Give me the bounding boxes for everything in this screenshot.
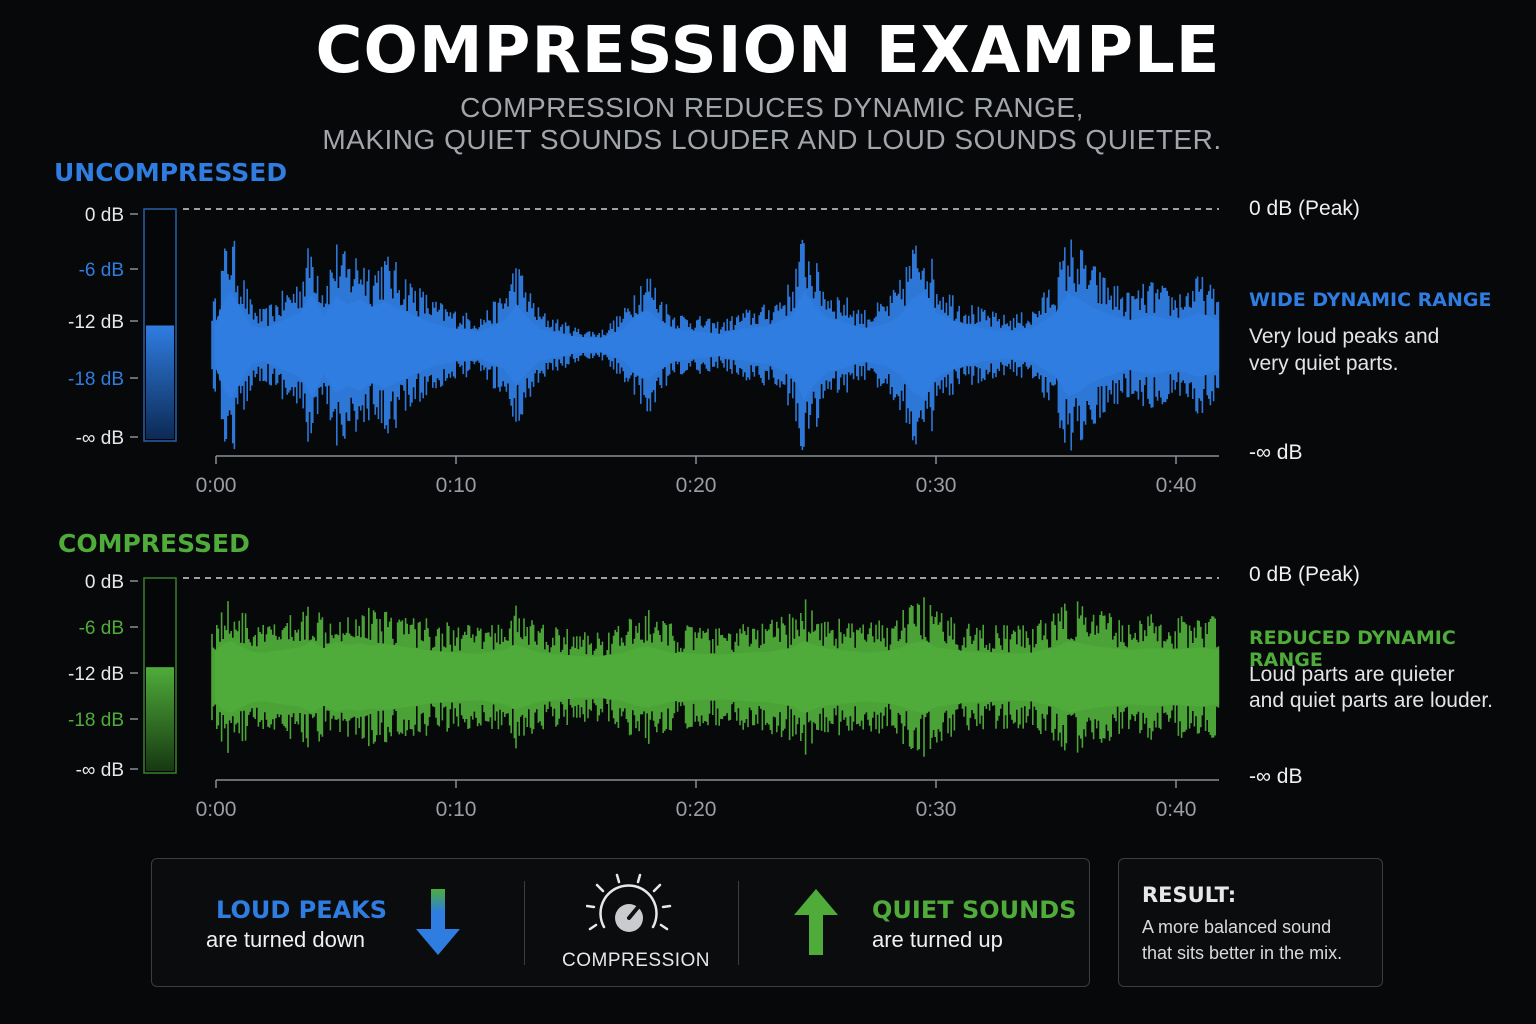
compressed-xtick-label: 0:30 (916, 798, 957, 821)
subtitle-line-1: COMPRESSION REDUCES DYNAMIC RANGE, (460, 92, 1084, 123)
uncompressed-chart: 0 dB -6 dB -12 dB -18 dB -∞ dB 0:00 0:10 0:20 0:… (68, 205, 1220, 497)
compressed-peak-label: 0 dB (Peak) (1249, 563, 1360, 586)
uncompressed-level-meter-fill (146, 325, 174, 439)
knob-label: COMPRESSION (562, 950, 711, 971)
uncompressed-ytick-label: -18 dB (68, 369, 124, 390)
uncompressed-waveform-core (214, 291, 1220, 399)
uncompressed-annotation-line-1: Very loud peaks and (1249, 325, 1440, 348)
compressed-xtick-label: 0:20 (676, 798, 717, 821)
compressed-xtick-label: 0:40 (1156, 798, 1197, 821)
arrow-up-icon (794, 889, 838, 955)
uncompressed-ytick-label: -6 dB (79, 260, 124, 281)
compressed-annotation-line-1: Loud parts are quieter (1249, 663, 1455, 686)
loud-peaks-sub: are turned down (206, 927, 365, 952)
compressed-waveform-core (214, 641, 1220, 713)
compressed-chart: 0 dB -6 dB -12 dB -18 dB -∞ dB 0:00 0:10 0:20 0:… (68, 572, 1220, 821)
subtitle-line-2: MAKING QUIET SOUNDS LOUDER AND LOUD SOUN… (322, 124, 1222, 155)
compression-knob-icon (586, 873, 672, 932)
result-heading: RESULT: (1142, 883, 1237, 907)
uncompressed-label: UNCOMPRESSED (54, 158, 288, 187)
compressed-annotation-line-2: and quiet parts are louder. (1249, 689, 1494, 712)
divider-right (738, 881, 739, 965)
loud-peaks-heading: LOUD PEAKS (216, 896, 388, 924)
compressed-ytick-label: -6 dB (79, 618, 124, 639)
uncompressed-xtick-label: 0:20 (676, 474, 717, 497)
result-line-1: A more balanced sound (1142, 917, 1332, 937)
uncompressed-ytick-label: 0 dB (85, 205, 124, 226)
compressed-ytick-label: -18 dB (68, 710, 124, 731)
uncompressed-annotation-heading: WIDE DYNAMIC RANGE (1249, 289, 1492, 311)
quiet-sounds-heading: QUIET SOUNDS (872, 896, 1077, 924)
uncompressed-peak-label: 0 dB (Peak) (1249, 197, 1360, 220)
uncompressed-annotation-line-2: very quiet parts. (1249, 352, 1399, 375)
compressed-xtick-label: 0:00 (196, 798, 237, 821)
uncompressed-xtick-label: 0:00 (196, 474, 237, 497)
arrow-down-icon (416, 889, 460, 955)
compressed-ytick-label: -12 dB (68, 664, 124, 685)
result-box: RESULT: A more balanced sound that sits … (1118, 858, 1383, 987)
compressed-annotation-heading: REDUCED DYNAMIC RANGE (1249, 627, 1456, 671)
waveform-charts: 0 dB -6 dB -12 dB -18 dB -∞ dB 0:00 0:10 0:20 0:… (68, 205, 1220, 821)
compressed-ytick-label: 0 dB (85, 572, 124, 593)
quiet-sounds-sub: are turned up (872, 927, 1003, 952)
uncompressed-ytick-label: -12 dB (68, 312, 124, 333)
compressed-floor-label: -∞ dB (1249, 765, 1303, 788)
compressed-xtick-label: 0:10 (436, 798, 477, 821)
summary-box: LOUD PEAKS are turned down COMPRESSION (151, 858, 1090, 987)
result-line-2: that sits better in the mix. (1142, 943, 1343, 963)
uncompressed-xtick-label: 0:10 (436, 474, 477, 497)
uncompressed-ytick-label: -∞ dB (76, 428, 124, 449)
compressed-label: COMPRESSED (58, 529, 250, 558)
uncompressed-xtick-label: 0:40 (1156, 474, 1197, 497)
divider-left (524, 881, 525, 965)
compressed-level-meter-fill (146, 667, 174, 771)
compressed-ytick-label: -∞ dB (76, 760, 124, 781)
page-title: COMPRESSION EXAMPLE (315, 14, 1221, 88)
uncompressed-floor-label: -∞ dB (1249, 441, 1303, 464)
uncompressed-xtick-label: 0:30 (916, 474, 957, 497)
